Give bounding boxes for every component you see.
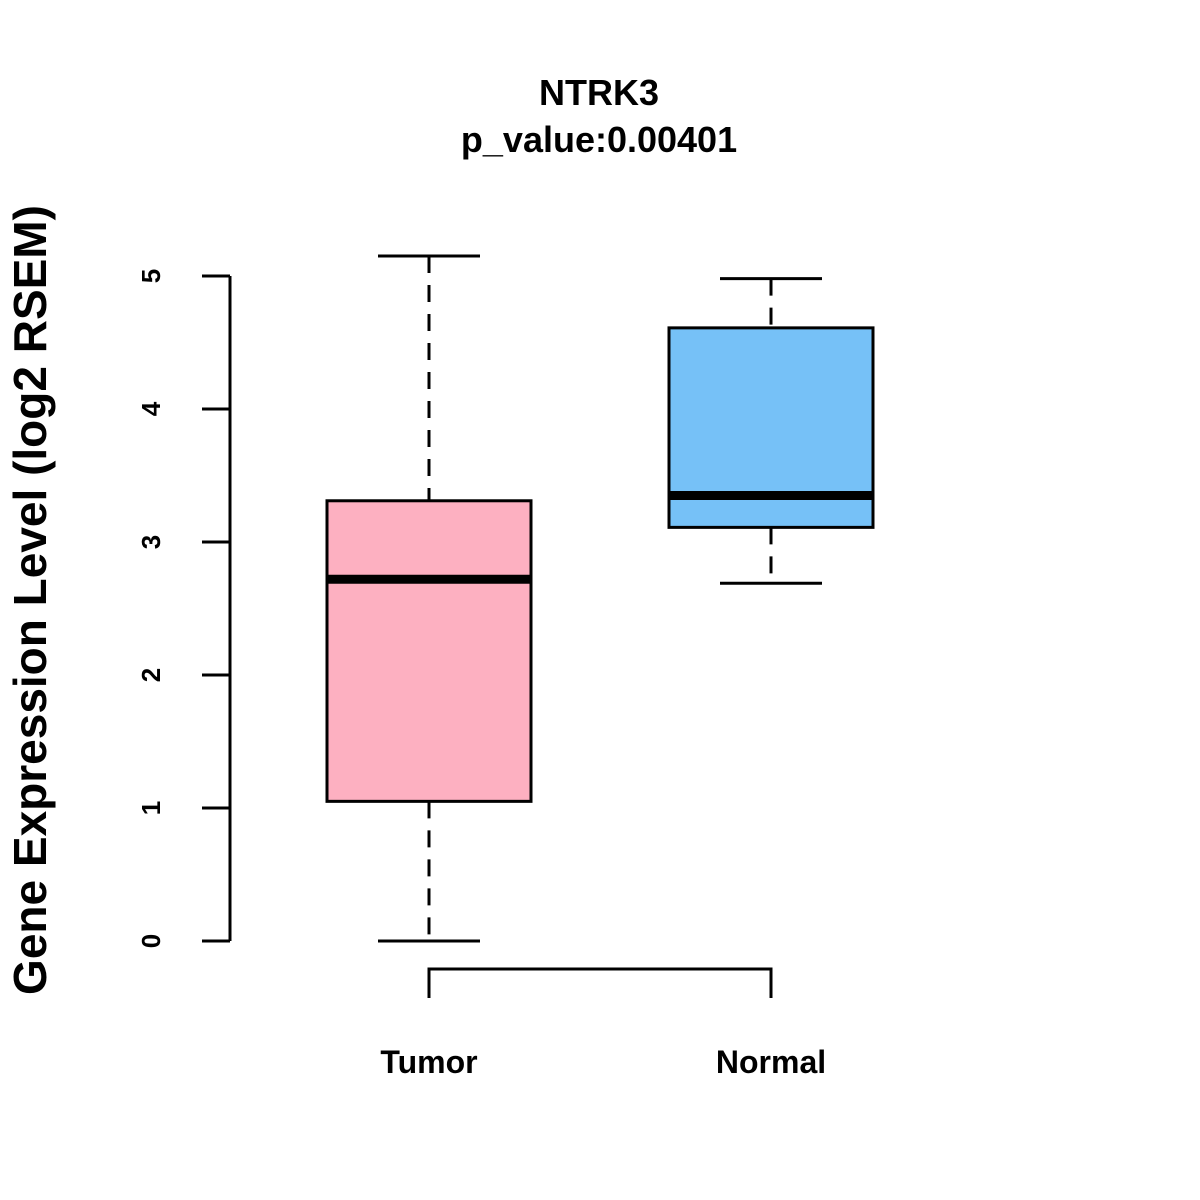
iqr-box [325, 499, 533, 803]
y-tick-label: 0 [136, 934, 166, 948]
boxes [325, 254, 875, 943]
y-tick-label: 3 [136, 535, 166, 549]
chart-title: NTRK3 [539, 72, 659, 113]
x-tick-label: Normal [716, 1044, 826, 1080]
x-axis-labels: Tumor Normal [380, 1044, 826, 1080]
y-tick-label: 1 [136, 801, 166, 815]
y-tick-label: 4 [136, 401, 166, 416]
y-tick-label: 2 [136, 668, 166, 682]
y-axis: 0 1 2 3 4 5 [136, 269, 232, 948]
y-tick-label: 5 [136, 269, 166, 283]
chart-subtitle: p_value:0.00401 [461, 119, 737, 160]
x-axis-bracket [427, 967, 773, 998]
box-group-tumor [325, 254, 533, 943]
y-axis-label: Gene Expression Level (log2 RSEM) [4, 205, 56, 995]
x-tick-label: Tumor [380, 1044, 477, 1080]
group-bracket [427, 967, 773, 998]
box-group-normal [667, 277, 875, 585]
